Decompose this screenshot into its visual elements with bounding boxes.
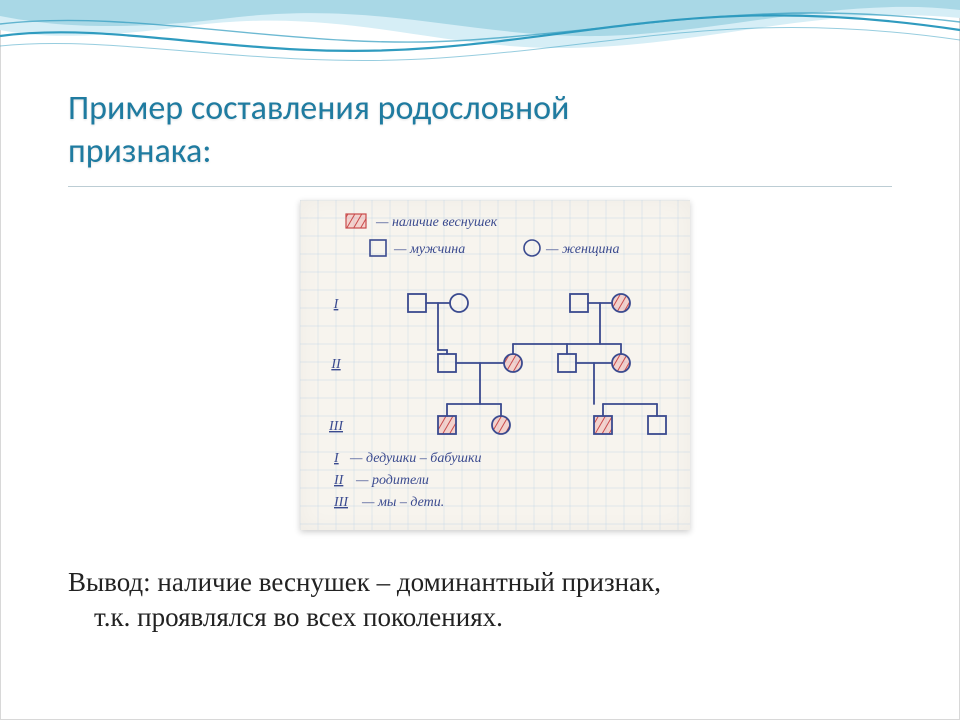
pedigree-diagram: — наличие веснушек— мужчина— женщинаIIII… [300,200,690,530]
svg-text:I: I [333,451,340,466]
svg-text:— наличие веснушек: — наличие веснушек [375,215,498,230]
node-g2c [558,354,576,372]
svg-text:II: II [330,357,342,372]
conclusion-line-1: Вывод: наличие веснушек – доминантный пр… [68,567,661,597]
svg-text:III: III [333,495,349,510]
pedigree-svg: — наличие веснушек— мужчина— женщинаIIII… [300,200,690,530]
svg-text:— женщина: — женщина [545,242,619,257]
node-g2a [438,354,456,372]
svg-text:— родители: — родители [355,473,429,488]
node-g1b [450,294,468,312]
svg-text:— мужчина: — мужчина [393,242,465,257]
node-g3a [438,416,456,434]
node-g2b [504,354,522,372]
node-g3b [492,416,510,434]
node-g2d [612,354,630,372]
svg-text:— мы – дети.: — мы – дети. [361,495,444,510]
slide: Пример составления родословной признака:… [0,0,960,720]
title-line-1: Пример составления родословной [68,88,892,131]
svg-text:III: III [328,419,344,434]
conclusion-line-2: т.к. проявлялся во всех поколениях. [68,600,892,635]
svg-text:I: I [333,297,340,312]
slide-title: Пример составления родословной признака: [68,88,892,173]
svg-text:— дедушки – бабушки: — дедушки – бабушки [349,451,482,466]
node-g1a [408,294,426,312]
node-g3d [648,416,666,434]
node-g1d [612,294,630,312]
svg-text:II: II [333,473,345,488]
wave-decoration [0,0,960,90]
title-underline [68,186,892,187]
node-g3c [594,416,612,434]
title-line-2: признака: [68,131,892,174]
node-g1c [570,294,588,312]
conclusion-text: Вывод: наличие веснушек – доминантный пр… [68,565,892,635]
